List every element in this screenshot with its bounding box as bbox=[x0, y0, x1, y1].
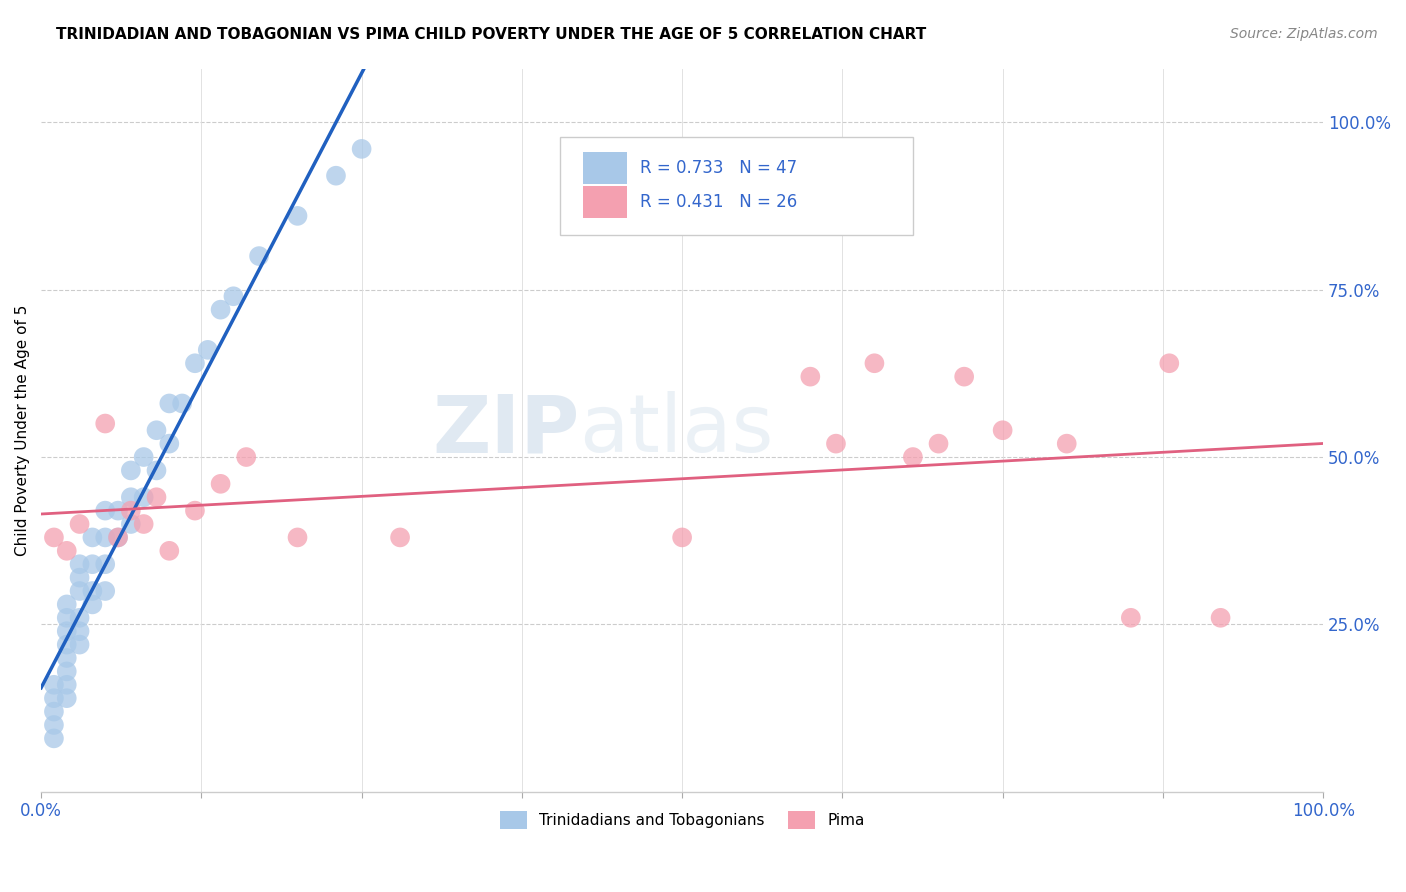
Point bbox=[55, 691, 77, 706]
Point bbox=[132, 450, 155, 464]
Point bbox=[991, 423, 1014, 437]
Point bbox=[55, 598, 77, 612]
Point bbox=[287, 530, 309, 544]
Point bbox=[1209, 611, 1232, 625]
Point bbox=[209, 302, 232, 317]
Point bbox=[132, 490, 155, 504]
Point bbox=[42, 731, 65, 746]
Point bbox=[120, 463, 142, 477]
Point bbox=[1159, 356, 1181, 370]
Point bbox=[94, 417, 117, 431]
Point bbox=[107, 530, 129, 544]
Point bbox=[69, 584, 91, 599]
Point bbox=[55, 611, 77, 625]
Point bbox=[69, 624, 91, 639]
Point bbox=[69, 516, 91, 531]
Point bbox=[287, 209, 309, 223]
Point bbox=[69, 638, 91, 652]
Point bbox=[120, 503, 142, 517]
Point bbox=[197, 343, 219, 357]
Point bbox=[120, 490, 142, 504]
Text: R = 0.733   N = 47: R = 0.733 N = 47 bbox=[640, 159, 797, 177]
Point bbox=[145, 463, 167, 477]
Point bbox=[1119, 611, 1142, 625]
Point bbox=[172, 396, 194, 410]
Point bbox=[69, 571, 91, 585]
Point bbox=[42, 691, 65, 706]
FancyBboxPatch shape bbox=[561, 137, 912, 235]
Point bbox=[863, 356, 886, 370]
Point bbox=[82, 598, 104, 612]
Point bbox=[825, 436, 848, 450]
Point bbox=[325, 169, 347, 183]
Point bbox=[389, 530, 412, 544]
Point bbox=[55, 638, 77, 652]
Point bbox=[94, 584, 117, 599]
Point bbox=[671, 530, 693, 544]
Point bbox=[184, 356, 207, 370]
Point bbox=[953, 369, 976, 384]
Point bbox=[55, 624, 77, 639]
Point bbox=[157, 396, 180, 410]
Point bbox=[69, 611, 91, 625]
Point bbox=[107, 503, 129, 517]
Point bbox=[107, 530, 129, 544]
Y-axis label: Child Poverty Under the Age of 5: Child Poverty Under the Age of 5 bbox=[15, 304, 30, 556]
Point bbox=[350, 142, 373, 156]
Point bbox=[82, 584, 104, 599]
Point bbox=[55, 651, 77, 665]
Point bbox=[94, 503, 117, 517]
Point bbox=[94, 558, 117, 572]
Point bbox=[94, 530, 117, 544]
Point bbox=[69, 558, 91, 572]
Point bbox=[145, 490, 167, 504]
Point bbox=[157, 436, 180, 450]
Point bbox=[55, 678, 77, 692]
Point bbox=[799, 369, 821, 384]
Point bbox=[247, 249, 270, 263]
Point bbox=[42, 718, 65, 732]
Text: ZIP: ZIP bbox=[432, 392, 579, 469]
Point bbox=[222, 289, 245, 303]
Point bbox=[145, 423, 167, 437]
Point bbox=[55, 665, 77, 679]
Text: Source: ZipAtlas.com: Source: ZipAtlas.com bbox=[1230, 27, 1378, 41]
Point bbox=[42, 530, 65, 544]
Point bbox=[901, 450, 924, 464]
Point bbox=[1056, 436, 1078, 450]
Point bbox=[928, 436, 950, 450]
Text: R = 0.431   N = 26: R = 0.431 N = 26 bbox=[640, 194, 797, 211]
Point bbox=[55, 544, 77, 558]
Point bbox=[157, 544, 180, 558]
FancyBboxPatch shape bbox=[583, 186, 627, 219]
Point bbox=[42, 678, 65, 692]
Point bbox=[209, 476, 232, 491]
Text: TRINIDADIAN AND TOBAGONIAN VS PIMA CHILD POVERTY UNDER THE AGE OF 5 CORRELATION : TRINIDADIAN AND TOBAGONIAN VS PIMA CHILD… bbox=[56, 27, 927, 42]
Point bbox=[132, 516, 155, 531]
FancyBboxPatch shape bbox=[583, 152, 627, 184]
Point bbox=[184, 503, 207, 517]
Point bbox=[82, 558, 104, 572]
Text: atlas: atlas bbox=[579, 392, 773, 469]
Legend: Trinidadians and Tobagonians, Pima: Trinidadians and Tobagonians, Pima bbox=[494, 805, 870, 835]
Point bbox=[235, 450, 257, 464]
Point bbox=[82, 530, 104, 544]
Point bbox=[120, 516, 142, 531]
Point bbox=[42, 705, 65, 719]
